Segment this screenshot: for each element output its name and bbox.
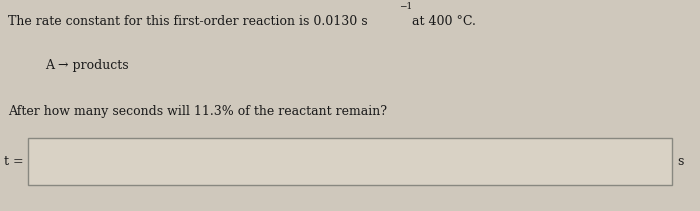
Bar (28, 138, 672, 185)
Text: at 400 °C.: at 400 °C. (408, 15, 476, 28)
Text: A → products: A → products (46, 59, 129, 72)
Text: After how many seconds will 11.3% of the reactant remain?: After how many seconds will 11.3% of the… (8, 106, 387, 119)
Text: t =: t = (4, 155, 23, 168)
Text: The rate constant for this first-order reaction is 0.0130 s: The rate constant for this first-order r… (8, 15, 368, 28)
Text: s: s (678, 155, 684, 168)
Text: −1: −1 (399, 2, 412, 11)
